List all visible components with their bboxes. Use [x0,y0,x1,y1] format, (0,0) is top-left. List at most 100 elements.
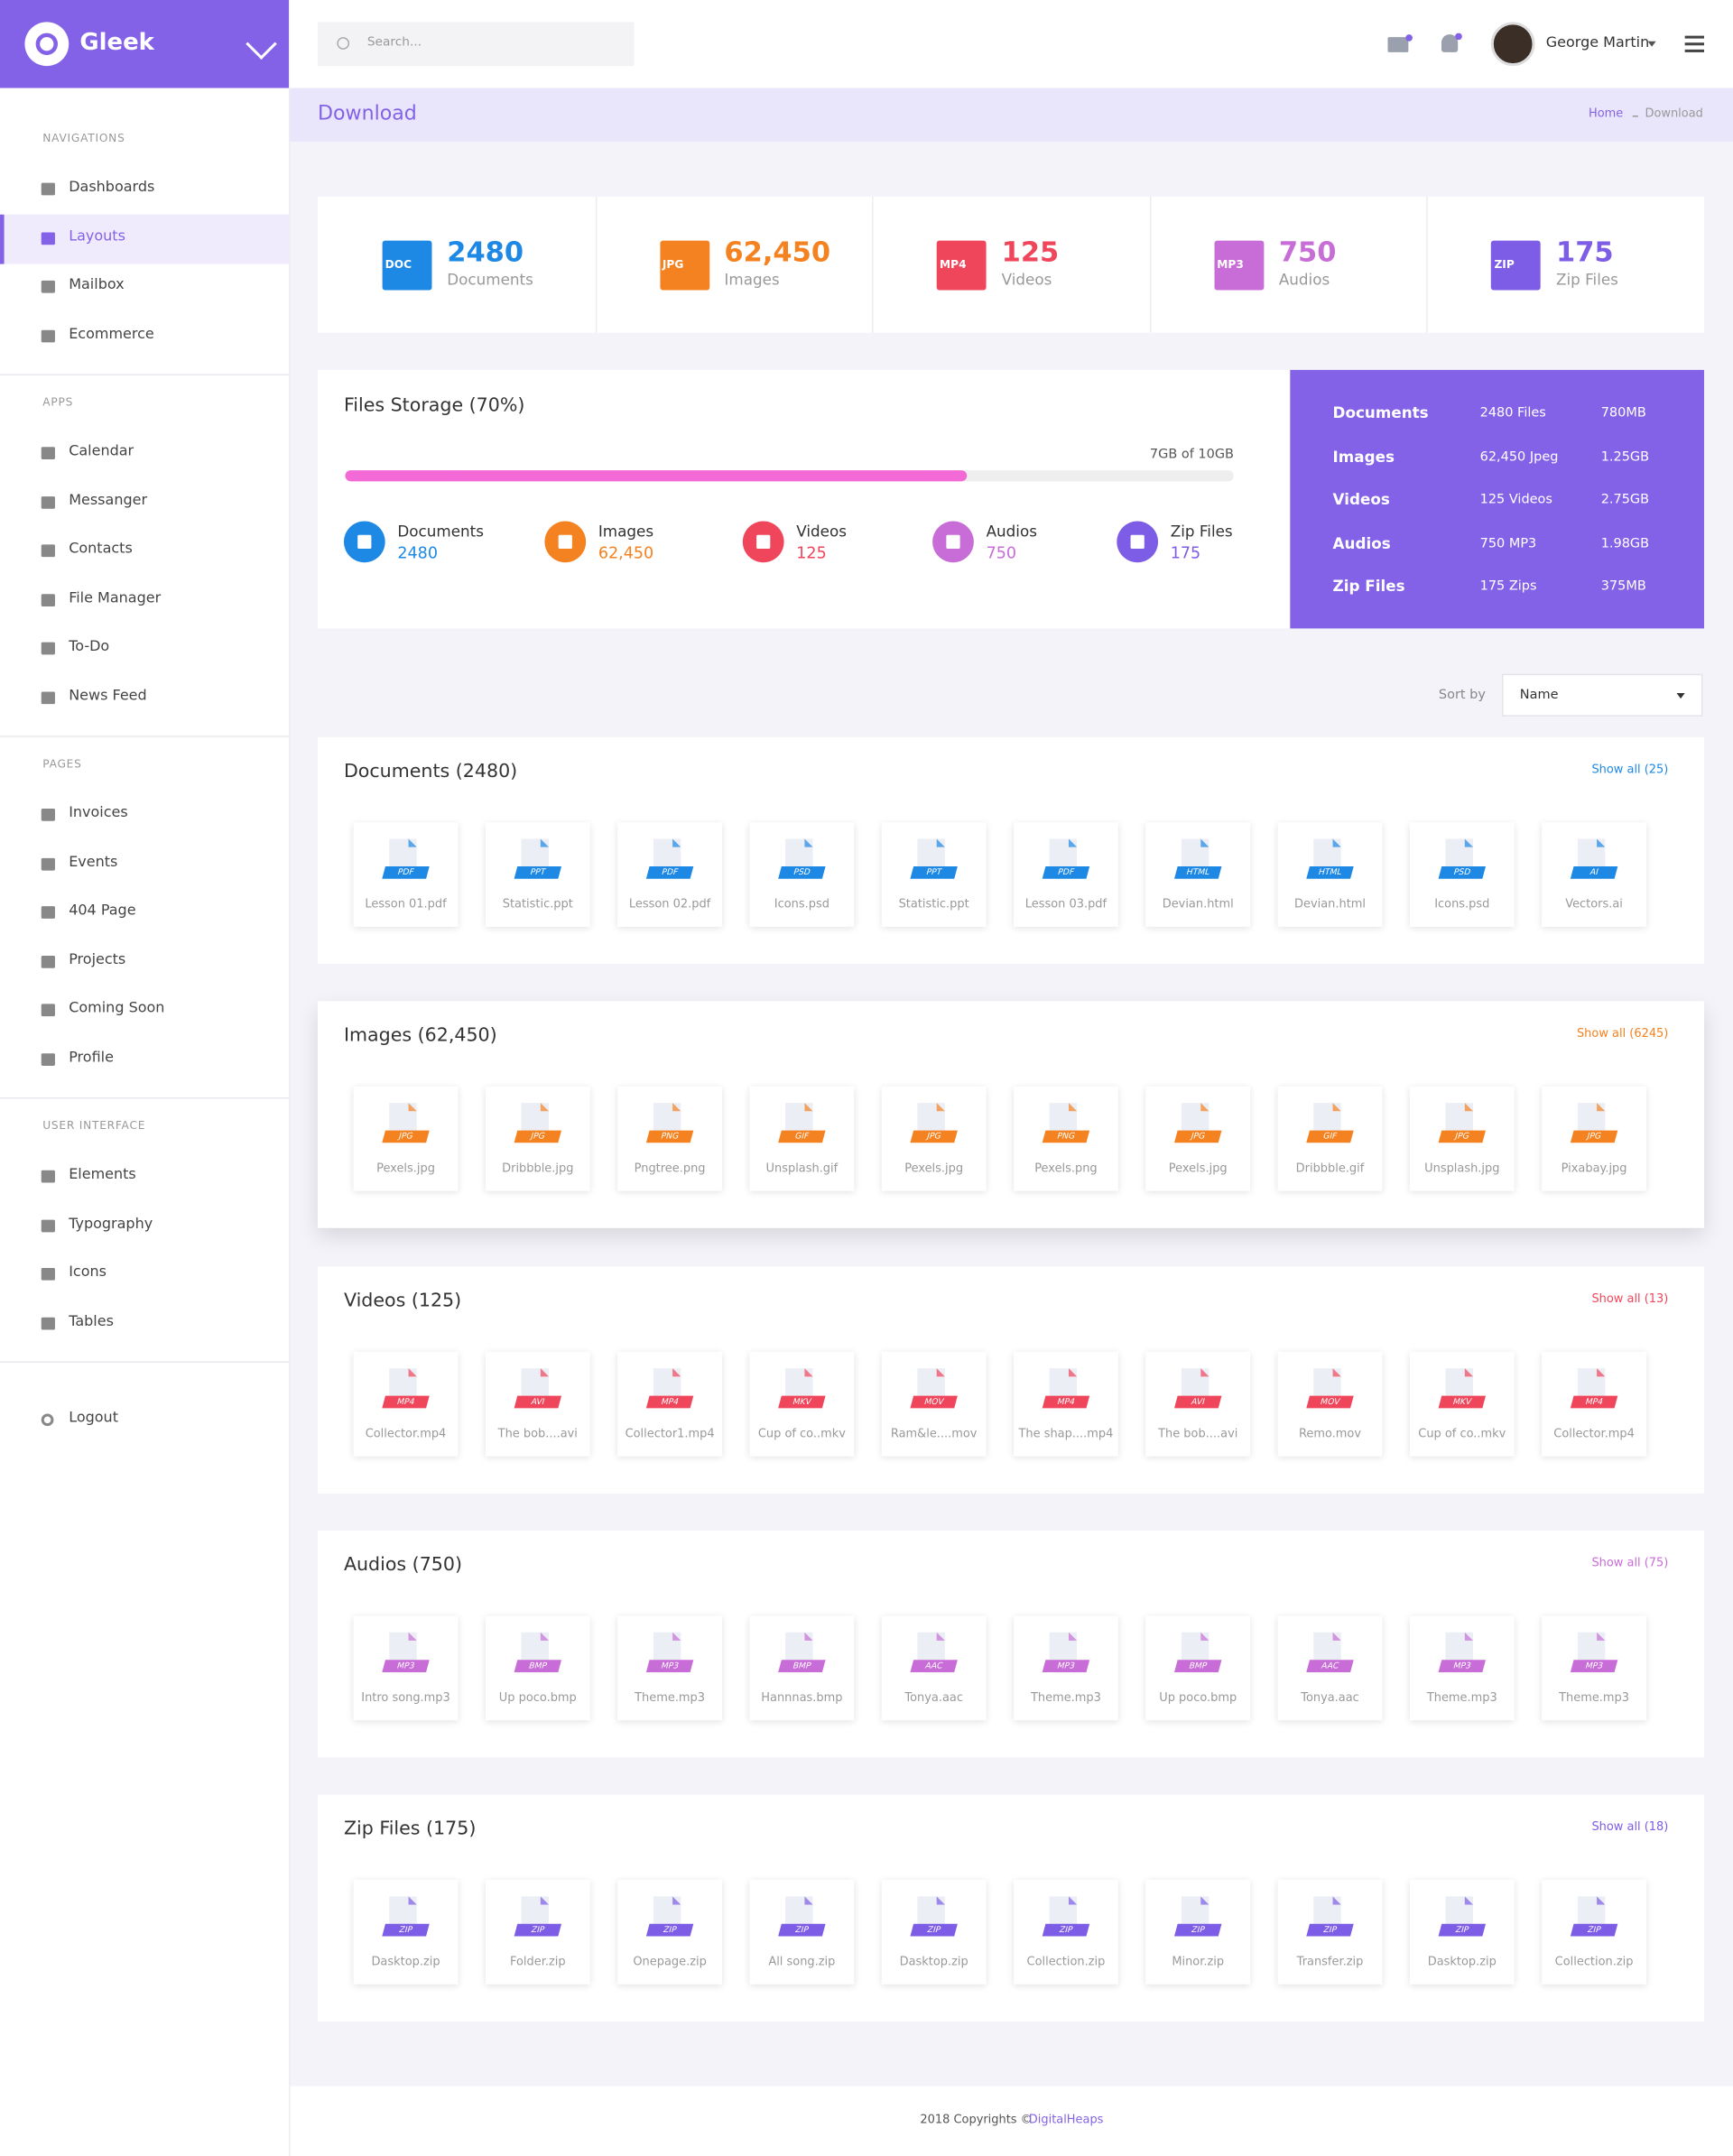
file-card[interactable]: PPT Statistic.ppt [485,822,590,928]
file-card[interactable]: MP4 Collector.mp4 [1542,1351,1646,1457]
file-card[interactable]: ZIP Collection.zip [1014,1880,1118,1985]
file-card[interactable]: JPG Unsplash.jpg [1409,1087,1515,1192]
nav-item[interactable]: Invoices [69,804,128,821]
file-card[interactable]: JPG Pexels.jpg [881,1087,987,1192]
file-card[interactable]: ZIP Minor.zip [1145,1880,1251,1985]
file-card[interactable]: BMP Up poco.bmp [485,1615,590,1721]
bell-icon[interactable] [1441,34,1459,52]
file-card[interactable]: MP3 Intro song.mp3 [353,1615,459,1721]
nav-item[interactable]: Events [69,853,118,870]
file-card[interactable]: AVI The bob....avi [485,1351,590,1457]
nav-item[interactable]: Tables [69,1312,114,1329]
file-card[interactable]: MKV Cup of co..mkv [1409,1351,1515,1457]
file-card[interactable]: ZIP Onepage.zip [617,1880,722,1985]
file-card[interactable]: HTML Devian.html [1277,822,1383,928]
file-ext: ZIP [530,1925,546,1936]
file-ext: ZIP [662,1925,678,1936]
file-card[interactable]: ZIP Dasktop.zip [1409,1880,1515,1985]
menu-line[interactable] [1684,42,1704,46]
file-card[interactable]: MKV Cup of co..mkv [749,1351,855,1457]
file-card[interactable]: ZIP Folder.zip [485,1880,590,1985]
file-card[interactable]: AAC Tonya.aac [1277,1615,1383,1721]
file-card[interactable]: MP3 Theme.mp3 [1409,1615,1515,1721]
file-card[interactable]: PDF Lesson 01.pdf [353,822,459,928]
nav-icon [41,182,55,196]
file-card[interactable]: PDF Lesson 02.pdf [617,822,722,928]
file-card[interactable]: MP4 The shap....mp4 [1014,1351,1118,1457]
file-card[interactable]: PSD Icons.psd [1409,822,1515,928]
file-card[interactable]: MP3 Theme.mp3 [1014,1615,1118,1721]
file-ext: ZIP [1190,1925,1206,1936]
nav-item[interactable]: Projects [69,950,126,967]
nav-item[interactable]: Messanger [69,491,148,509]
mail-icon[interactable] [1387,37,1409,52]
file-name: Lesson 02.pdf [628,898,711,912]
file-card[interactable]: GIF Unsplash.gif [749,1087,855,1192]
file-card[interactable]: AVI The bob....avi [1145,1351,1251,1457]
file-card[interactable]: AAC Tonya.aac [881,1615,987,1721]
stat-icon-label: MP3 [1217,258,1244,272]
file-card[interactable]: BMP Up poco.bmp [1145,1615,1251,1721]
file-card[interactable]: PDF Lesson 03.pdf [1014,822,1118,928]
menu-line[interactable] [1684,35,1704,39]
breadcrumb-home[interactable]: Home [1588,106,1624,122]
file-card[interactable]: BMP Hannnas.bmp [749,1615,855,1721]
file-card[interactable]: MP3 Theme.mp3 [617,1615,722,1721]
file-card[interactable]: MP4 Collector1.mp4 [617,1351,722,1457]
show-all[interactable]: Show all (13) [1591,1291,1669,1306]
file-ext: JPG [397,1132,414,1143]
nav-item[interactable]: Contacts [69,540,133,558]
file-card[interactable]: ZIP Collection.zip [1542,1880,1646,1985]
file-card[interactable]: JPG Pexels.jpg [353,1087,459,1192]
nav-item[interactable]: Ecommerce [69,325,154,342]
nav-icon [41,328,55,342]
stat-label: Audios [1278,271,1330,289]
file-tag: PDF [645,865,694,879]
nav-item[interactable]: File Manager [69,588,162,606]
file-card[interactable]: JPG Pexels.jpg [1145,1087,1251,1192]
file-card[interactable]: MOV Ram&le....mov [881,1351,987,1457]
file-card[interactable]: AI Vectors.ai [1542,822,1646,928]
tools-icon[interactable] [246,28,277,60]
nav-item[interactable]: Calendar [69,442,134,459]
file-card[interactable]: PNG Pngtree.png [617,1087,722,1192]
file-card[interactable]: MOV Remo.mov [1277,1351,1383,1457]
file-card[interactable]: HTML Devian.html [1145,822,1251,928]
show-all[interactable]: Show all (18) [1591,1820,1669,1836]
nav-item[interactable]: Dashboards [69,179,155,196]
logout[interactable]: Logout [69,1409,118,1427]
sort-select[interactable]: Name [1501,673,1703,717]
file-card[interactable]: PPT Statistic.ppt [881,822,987,928]
nav-item[interactable]: Coming Soon [69,999,165,1017]
search-box[interactable]: Search... [317,22,635,67]
file-card[interactable]: ZIP All song.zip [749,1880,855,1985]
nav-item[interactable]: Layouts [69,227,125,245]
file-card[interactable]: JPG Pixabay.jpg [1542,1087,1646,1192]
file-fold [936,1103,945,1112]
file-card[interactable]: ZIP Dasktop.zip [353,1880,459,1985]
nav-item[interactable]: News Feed [69,687,147,704]
show-all[interactable]: Show all (75) [1591,1556,1669,1571]
file-card[interactable]: PSD Icons.psd [749,822,855,928]
nav-item[interactable]: Typography [69,1215,153,1232]
nav-item[interactable]: Elements [69,1166,136,1183]
show-all[interactable]: Show all (25) [1591,763,1669,777]
avatar[interactable] [1490,22,1535,67]
nav-item[interactable]: Mailbox [69,276,125,293]
nav-item[interactable]: Profile [69,1048,114,1066]
nav-item[interactable]: To-Do [69,638,110,655]
file-card[interactable]: PNG Pexels.png [1014,1087,1118,1192]
nav-item[interactable]: Icons [69,1263,107,1281]
file-card[interactable]: ZIP Dasktop.zip [881,1880,987,1985]
file-card[interactable]: GIF Dribbble.gif [1277,1087,1383,1192]
user-name[interactable]: George Martin [1545,34,1650,51]
file-card[interactable]: MP4 Collector.mp4 [353,1351,459,1457]
footer-link[interactable]: DigitalHeaps [1028,2114,1104,2128]
file-card[interactable]: ZIP Transfer.zip [1277,1880,1383,1985]
menu-line[interactable] [1684,49,1704,52]
file-card[interactable]: MP3 Theme.mp3 [1542,1615,1646,1721]
show-all[interactable]: Show all (6245) [1576,1027,1669,1041]
file-card[interactable]: JPG Dribbble.jpg [485,1087,590,1192]
file-fold [1068,838,1078,847]
nav-item[interactable]: 404 Page [69,902,136,919]
